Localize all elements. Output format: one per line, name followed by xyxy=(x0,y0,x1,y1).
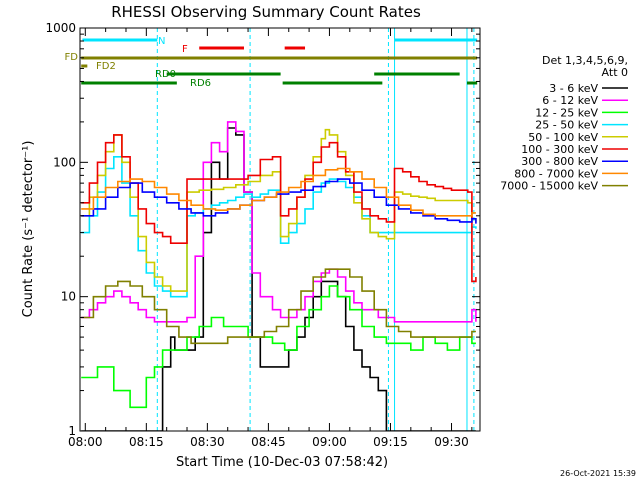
legend-label: 12 - 25 keV xyxy=(535,106,598,119)
series-line-1 xyxy=(81,127,476,431)
series-line-6 xyxy=(81,134,477,283)
series-line-3 xyxy=(81,285,476,409)
legend-label: 800 - 7000 keV xyxy=(514,167,598,180)
x-tick-label: 08:30 xyxy=(190,435,225,449)
x-tick-label: 08:15 xyxy=(129,435,164,449)
legend-label: 25 - 50 keV xyxy=(535,119,598,132)
y-tick-label: 10 xyxy=(61,290,76,304)
legend-label: 3 - 6 keV xyxy=(549,82,598,95)
y-tick-label: 1000 xyxy=(45,21,76,35)
legend-label: 7000 - 15000 keV xyxy=(500,180,598,193)
legend-label: 300 - 800 keV xyxy=(521,155,598,168)
x-axis-label: Start Time (10-Dec-03 07:58:42) xyxy=(176,455,388,470)
legend-label: 6 - 12 keV xyxy=(542,94,598,107)
legend-header-line: Det 1,3,4,5,6,9, xyxy=(542,54,628,67)
legend-label: 100 - 300 keV xyxy=(521,143,598,156)
legend-header: Det 1,3,4,5,6,9,Att 0 xyxy=(542,54,628,79)
y-tick-label: 1 xyxy=(68,424,76,438)
x-tick-label: 09:00 xyxy=(312,435,347,449)
legend-label: 50 - 100 keV xyxy=(528,131,598,144)
y-axis-label: Count Rate (s⁻¹ detector⁻¹) xyxy=(21,141,36,318)
flag-label-fd: FD xyxy=(65,52,79,63)
flag-label-fd2: FD2 xyxy=(96,61,116,72)
timestamp-label: 26-Oct-2021 15:39 xyxy=(560,469,636,478)
series-line-2 xyxy=(81,121,477,323)
flag-label-rd0: RD0 xyxy=(155,69,176,80)
series-line-7 xyxy=(81,178,477,224)
flag-label-f: F xyxy=(182,44,188,55)
series-line-8 xyxy=(81,167,476,217)
chart-title: RHESSI Observing Summary Count Rates xyxy=(111,3,421,21)
y-tick-label: 100 xyxy=(53,155,76,169)
x-tick-label: 08:00 xyxy=(68,435,103,449)
x-tick-label: 09:30 xyxy=(434,435,469,449)
legend-header-line: Att 0 xyxy=(602,66,628,79)
x-tick-label: 09:15 xyxy=(373,435,408,449)
series-line-9 xyxy=(81,268,476,345)
series-line-4 xyxy=(81,156,477,298)
x-tick-label: 08:45 xyxy=(251,435,286,449)
flag-label-n: N xyxy=(158,36,165,47)
flag-label-rd6: RD6 xyxy=(190,78,211,89)
plot-frame xyxy=(79,27,481,432)
